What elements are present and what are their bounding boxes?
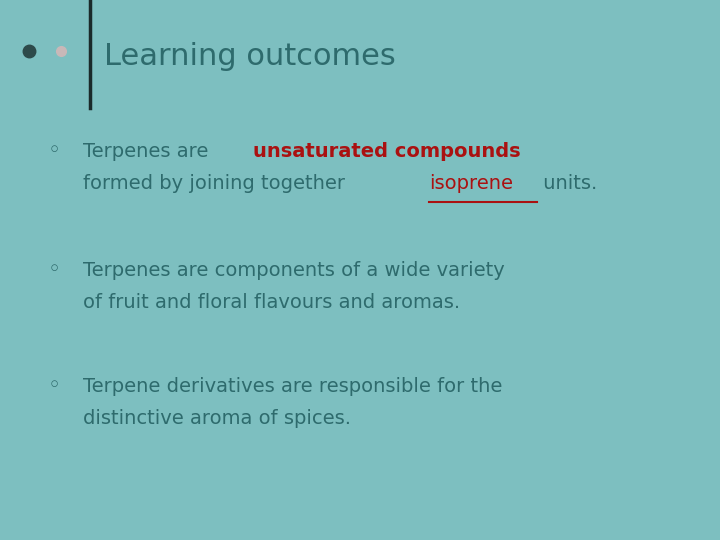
Text: ◦: ◦ bbox=[48, 260, 60, 280]
Text: distinctive aroma of spices.: distinctive aroma of spices. bbox=[83, 409, 351, 428]
Text: Terpenes are components of a wide variety: Terpenes are components of a wide variet… bbox=[83, 260, 505, 280]
Text: ◦: ◦ bbox=[48, 376, 60, 396]
Text: of fruit and floral flavours and aromas.: of fruit and floral flavours and aromas. bbox=[83, 293, 460, 312]
Text: Terpenes are: Terpenes are bbox=[83, 141, 215, 161]
Text: units.: units. bbox=[537, 174, 598, 193]
Text: Terpene derivatives are responsible for the: Terpene derivatives are responsible for … bbox=[83, 376, 502, 396]
Text: formed by joining together: formed by joining together bbox=[83, 174, 351, 193]
Text: Learning outcomes: Learning outcomes bbox=[104, 42, 396, 71]
Text: unsaturated compounds: unsaturated compounds bbox=[253, 141, 521, 161]
Text: ◦: ◦ bbox=[48, 141, 60, 161]
Text: isoprene: isoprene bbox=[429, 174, 513, 193]
